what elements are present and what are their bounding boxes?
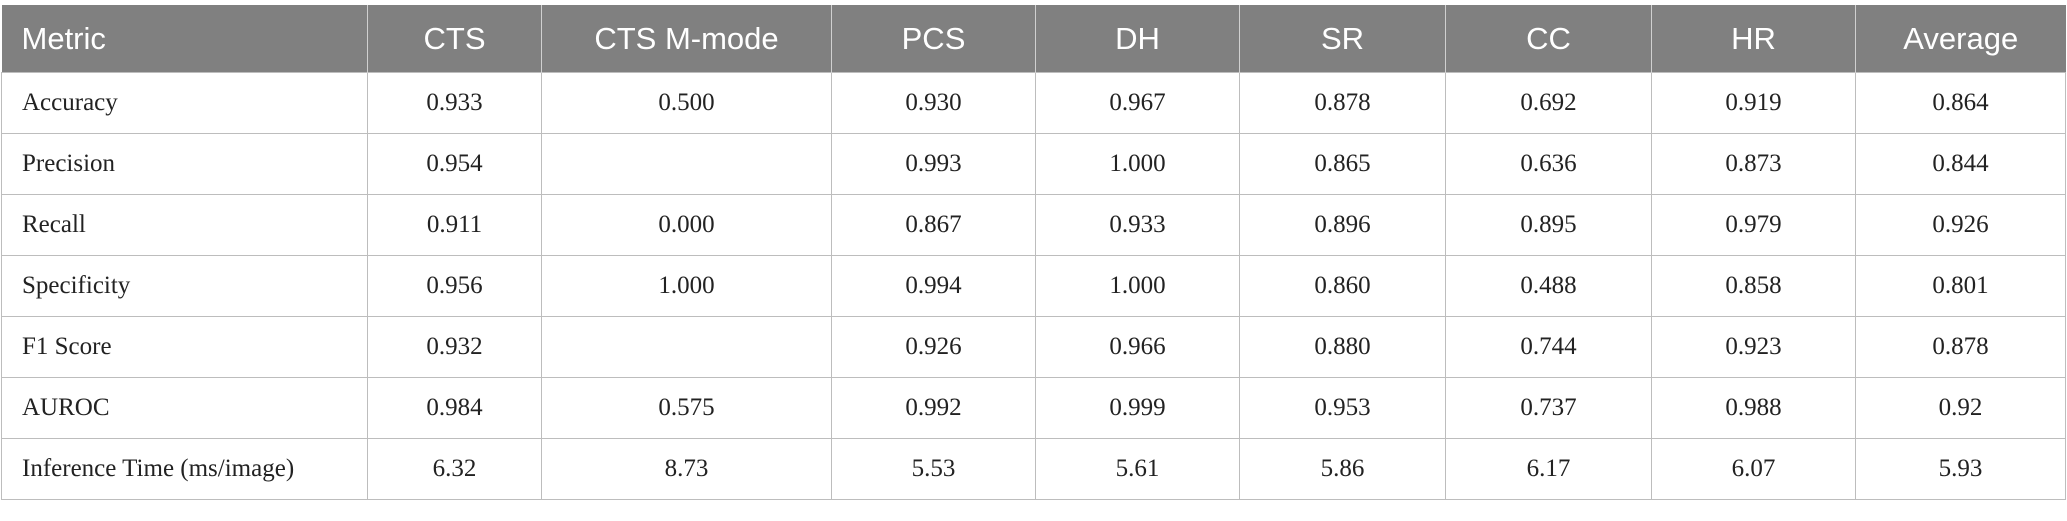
cell: 5.86 bbox=[1239, 438, 1446, 500]
cell: 6.17 bbox=[1445, 438, 1652, 500]
cell: 0.878 bbox=[1855, 316, 2066, 378]
metrics-table: Metric CTS CTS M-mode PCS DH SR CC HR Average Ac… bbox=[1, 5, 2066, 500]
cell: 0.801 bbox=[1855, 255, 2066, 317]
cell: 0.744 bbox=[1445, 316, 1652, 378]
cell: 0.988 bbox=[1651, 377, 1856, 439]
cell: 0.956 bbox=[367, 255, 542, 317]
cell: 0.895 bbox=[1445, 194, 1652, 256]
header-cell: Average bbox=[1855, 5, 2066, 73]
cell: 0.575 bbox=[541, 377, 832, 439]
cell: 0.858 bbox=[1651, 255, 1856, 317]
row-label: Inference Time (ms/image) bbox=[1, 438, 368, 500]
header-cell: CTS bbox=[367, 5, 542, 73]
cell: 0.873 bbox=[1651, 133, 1856, 195]
cell: 0.636 bbox=[1445, 133, 1652, 195]
header-cell: CC bbox=[1445, 5, 1652, 73]
cell: 0.911 bbox=[367, 194, 542, 256]
row-label: Specificity bbox=[1, 255, 368, 317]
header-cell: SR bbox=[1239, 5, 1446, 73]
cell: 0.919 bbox=[1651, 72, 1856, 134]
cell: 0.954 bbox=[367, 133, 542, 195]
cell: 0.864 bbox=[1855, 72, 2066, 134]
cell bbox=[541, 133, 832, 195]
header-cell: CTS M-mode bbox=[541, 5, 832, 73]
table-row: Specificity 0.956 1.000 0.994 1.000 0.860 0.48… bbox=[1, 255, 2066, 317]
cell: 0.880 bbox=[1239, 316, 1446, 378]
row-label: Accuracy bbox=[1, 72, 368, 134]
cell: 0.865 bbox=[1239, 133, 1446, 195]
cell: 0.488 bbox=[1445, 255, 1652, 317]
header-cell: PCS bbox=[831, 5, 1036, 73]
cell: 0.992 bbox=[831, 377, 1036, 439]
cell: 0.692 bbox=[1445, 72, 1652, 134]
cell: 0.896 bbox=[1239, 194, 1446, 256]
cell: 1.000 bbox=[541, 255, 832, 317]
cell: 0.926 bbox=[831, 316, 1036, 378]
cell: 5.93 bbox=[1855, 438, 2066, 500]
cell: 0.994 bbox=[831, 255, 1036, 317]
header-cell: HR bbox=[1651, 5, 1856, 73]
cell: 0.92 bbox=[1855, 377, 2066, 439]
row-label: Recall bbox=[1, 194, 368, 256]
cell: 0.867 bbox=[831, 194, 1036, 256]
table-row: Accuracy 0.933 0.500 0.930 0.967 0.878 0.692 0.… bbox=[1, 72, 2066, 134]
table-row: Recall 0.911 0.000 0.867 0.933 0.896 0.895 0.97… bbox=[1, 194, 2066, 256]
cell: 0.999 bbox=[1035, 377, 1240, 439]
table-row: AUROC 0.984 0.575 0.992 0.999 0.953 0.737 0.988… bbox=[1, 377, 2066, 439]
cell: 0.000 bbox=[541, 194, 832, 256]
cell: 0.930 bbox=[831, 72, 1036, 134]
table-body: Accuracy 0.933 0.500 0.930 0.967 0.878 0.692 0.… bbox=[1, 72, 2066, 500]
cell: 0.844 bbox=[1855, 133, 2066, 195]
cell bbox=[541, 316, 832, 378]
cell: 6.32 bbox=[367, 438, 542, 500]
table-header: Metric CTS CTS M-mode PCS DH SR CC HR Average bbox=[1, 5, 2066, 73]
cell: 0.979 bbox=[1651, 194, 1856, 256]
cell: 5.61 bbox=[1035, 438, 1240, 500]
cell: 8.73 bbox=[541, 438, 832, 500]
cell: 0.953 bbox=[1239, 377, 1446, 439]
cell: 6.07 bbox=[1651, 438, 1856, 500]
cell: 5.53 bbox=[831, 438, 1036, 500]
cell: 1.000 bbox=[1035, 133, 1240, 195]
cell: 1.000 bbox=[1035, 255, 1240, 317]
cell: 0.923 bbox=[1651, 316, 1856, 378]
cell: 0.966 bbox=[1035, 316, 1240, 378]
row-label: F1 Score bbox=[1, 316, 368, 378]
cell: 0.737 bbox=[1445, 377, 1652, 439]
cell: 0.993 bbox=[831, 133, 1036, 195]
table-row: F1 Score 0.932 0.926 0.966 0.880 0.744 0.923 0.… bbox=[1, 316, 2066, 378]
header-row: Metric CTS CTS M-mode PCS DH SR CC HR Average bbox=[1, 5, 2066, 73]
cell: 0.932 bbox=[367, 316, 542, 378]
cell: 0.933 bbox=[1035, 194, 1240, 256]
header-cell: DH bbox=[1035, 5, 1240, 73]
header-cell: Metric bbox=[1, 5, 368, 73]
table-row: Precision 0.954 0.993 1.000 0.865 0.636 0.873 0… bbox=[1, 133, 2066, 195]
cell: 0.926 bbox=[1855, 194, 2066, 256]
table-row: Inference Time (ms/image) 6.32 8.73 5.53 5.6… bbox=[1, 438, 2066, 500]
cell: 0.860 bbox=[1239, 255, 1446, 317]
cell: 0.500 bbox=[541, 72, 832, 134]
cell: 0.933 bbox=[367, 72, 542, 134]
cell: 0.967 bbox=[1035, 72, 1240, 134]
row-label: Precision bbox=[1, 133, 368, 195]
row-label: AUROC bbox=[1, 377, 368, 439]
cell: 0.878 bbox=[1239, 72, 1446, 134]
cell: 0.984 bbox=[367, 377, 542, 439]
